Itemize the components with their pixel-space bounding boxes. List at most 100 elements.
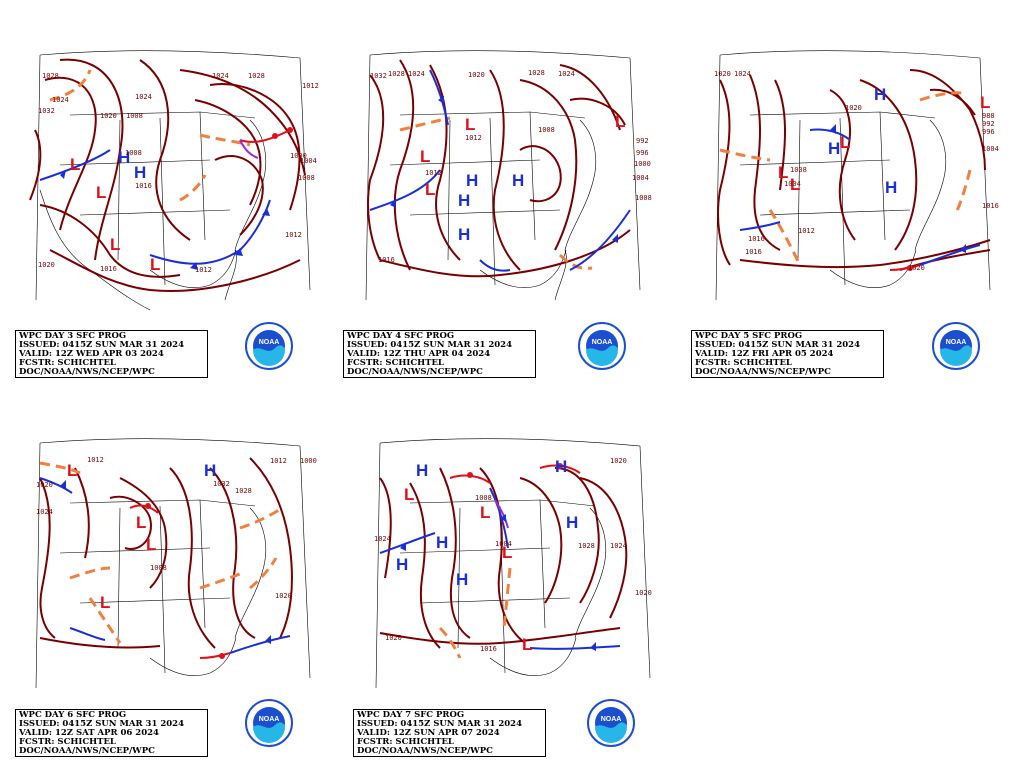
noaa-logo: NOAA	[578, 322, 626, 370]
isobar-label: 1016	[982, 202, 999, 210]
valid-time: VALID: 12Z THU APR 04 2024	[347, 349, 491, 359]
isobar-label: 1020	[38, 261, 55, 269]
isobars	[39, 457, 293, 649]
isobars	[29, 58, 306, 292]
noaa-logo-text: NOAA	[259, 339, 280, 346]
isobar-label: 1016	[480, 645, 497, 653]
isobar-label: 1020	[275, 592, 292, 600]
isobar-label: 1028	[388, 70, 405, 78]
forecast-map-day5: H H H L L L L 1020 1024 1016 1020 1008 1…	[714, 50, 999, 301]
product-title: WPC DAY 6 SFC PROG	[19, 710, 127, 720]
isobar-label: 1020	[100, 112, 117, 120]
issued-time: ISSUED: 0415Z SUN MAR 31 2024	[19, 340, 184, 350]
noaa-logo: NOAA	[587, 699, 635, 747]
isobar-label: 1012	[87, 456, 104, 464]
low-center: L	[136, 513, 146, 532]
isobar-label: 1024	[36, 508, 53, 516]
high-center: H	[555, 457, 567, 476]
product-title: WPC DAY 5 SFC PROG	[695, 331, 803, 341]
low-center: L	[404, 485, 414, 504]
noaa-logo-text: NOAA	[592, 339, 613, 346]
isobar-label: 1032	[38, 107, 55, 115]
noaa-logo-text: NOAA	[601, 716, 622, 723]
isobar-label: 1004	[300, 157, 317, 165]
high-center: H	[118, 148, 130, 167]
isobar-label: 1020	[635, 589, 652, 597]
isobar-label: 1008	[126, 112, 143, 120]
isobar-label: 1012	[465, 134, 482, 142]
high-center: H	[436, 533, 448, 552]
valid-time: VALID: 12Z FRI APR 05 2024	[695, 349, 834, 359]
troughs	[39, 461, 283, 644]
forecast-info-box: WPC DAY 7 SFC PROG ISSUED: 0415Z SUN MAR…	[353, 709, 546, 757]
low-center: L	[110, 235, 120, 254]
forecast-map-day7: H H H H H H L L L L 1020 1024 1008 1004 …	[374, 438, 652, 689]
isobar-label: 1024	[52, 96, 69, 104]
high-center: H	[466, 171, 478, 190]
high-center: H	[456, 570, 468, 589]
isobar-label: 1020	[845, 104, 862, 112]
isobar-labels: 1032 1028 1024 1020 1028 1024 1012 1008 …	[370, 69, 652, 264]
isobar-label: 1008	[150, 564, 167, 572]
agency: DOC/NOAA/NWS/NCEP/WPC	[19, 746, 155, 756]
issued-time: ISSUED: 0415Z SUN MAR 31 2024	[357, 719, 522, 729]
noaa-logo: NOAA	[245, 322, 293, 370]
isobar-label: 992	[982, 120, 995, 128]
fronts	[369, 69, 631, 272]
isobar-label: 1008	[475, 494, 492, 502]
product-title: WPC DAY 3 SFC PROG	[19, 331, 127, 341]
low-center: L	[522, 635, 532, 654]
isobar-label: 1024	[212, 72, 229, 80]
low-center: L	[980, 93, 990, 112]
low-center: L	[778, 163, 788, 182]
pressure-centers: H H H H L L L L	[420, 112, 625, 244]
isobar-label: 996	[982, 128, 995, 136]
prog-panel-day4: H H H H L L L L 1032 1028 1024 1020 1028…	[330, 0, 670, 380]
isobar-label: 1028	[42, 72, 59, 80]
high-center: H	[828, 139, 840, 158]
isobar-label: 1024	[135, 93, 152, 101]
valid-time: VALID: 12Z WED APR 03 2024	[19, 349, 164, 359]
isobar-label: 1004	[784, 180, 801, 188]
fronts	[39, 477, 291, 659]
low-center: L	[420, 147, 430, 166]
fronts	[39, 127, 293, 270]
low-center: L	[615, 112, 625, 131]
forecast-map-day3: H H L L L L 1028 1032 1020 1008 1024 102…	[29, 50, 319, 311]
valid-time: VALID: 12Z SUN APR 07 2024	[357, 728, 500, 738]
prog-panel-day5: H H H L L L L 1020 1024 1016 1020 1008 1…	[680, 0, 1020, 380]
isobar-label: 1012	[302, 82, 319, 90]
base-map	[35, 438, 311, 689]
forecaster: FCSTR: SCHICHTEL	[357, 737, 454, 747]
isobar-label: 1016	[135, 182, 152, 190]
pressure-centers: H H H H H H L L L L	[396, 457, 578, 654]
troughs	[438, 567, 512, 659]
issued-time: ISSUED: 0415Z SUN MAR 31 2024	[347, 340, 512, 350]
isobar-label: 1012	[195, 266, 212, 274]
isobar-label: 1020	[468, 71, 485, 79]
isobar-label: 1020	[610, 457, 627, 465]
high-center: H	[885, 178, 897, 197]
isobar-label: 992	[636, 137, 649, 145]
forecaster: FCSTR: SCHICHTEL	[19, 358, 116, 368]
pressure-centers: H H L L L L	[70, 148, 160, 274]
noaa-logo-text: NOAA	[946, 339, 967, 346]
low-center: L	[840, 133, 850, 152]
issued-time: ISSUED: 0415Z SUN MAR 31 2024	[695, 340, 860, 350]
isobar-label: 1008	[538, 126, 555, 134]
isobar-label: 1020	[385, 634, 402, 642]
isobar-label: 1004	[495, 540, 512, 548]
fronts	[739, 124, 981, 271]
pressure-centers: H H H L L L L	[778, 85, 990, 197]
product-title: WPC DAY 4 SFC PROG	[347, 331, 455, 341]
high-center: H	[512, 171, 524, 190]
noaa-logo: NOAA	[245, 699, 293, 747]
forecast-info-box: WPC DAY 5 SFC PROG ISSUED: 0415Z SUN MAR…	[691, 330, 884, 378]
low-center: L	[150, 255, 160, 274]
pressure-centers: H L L L L	[67, 461, 216, 612]
isobar-label: 1008	[298, 174, 315, 182]
isobar-label: 1024	[558, 70, 575, 78]
agency: DOC/NOAA/NWS/NCEP/WPC	[347, 367, 483, 377]
fronts	[379, 463, 621, 651]
low-center: L	[67, 461, 77, 480]
